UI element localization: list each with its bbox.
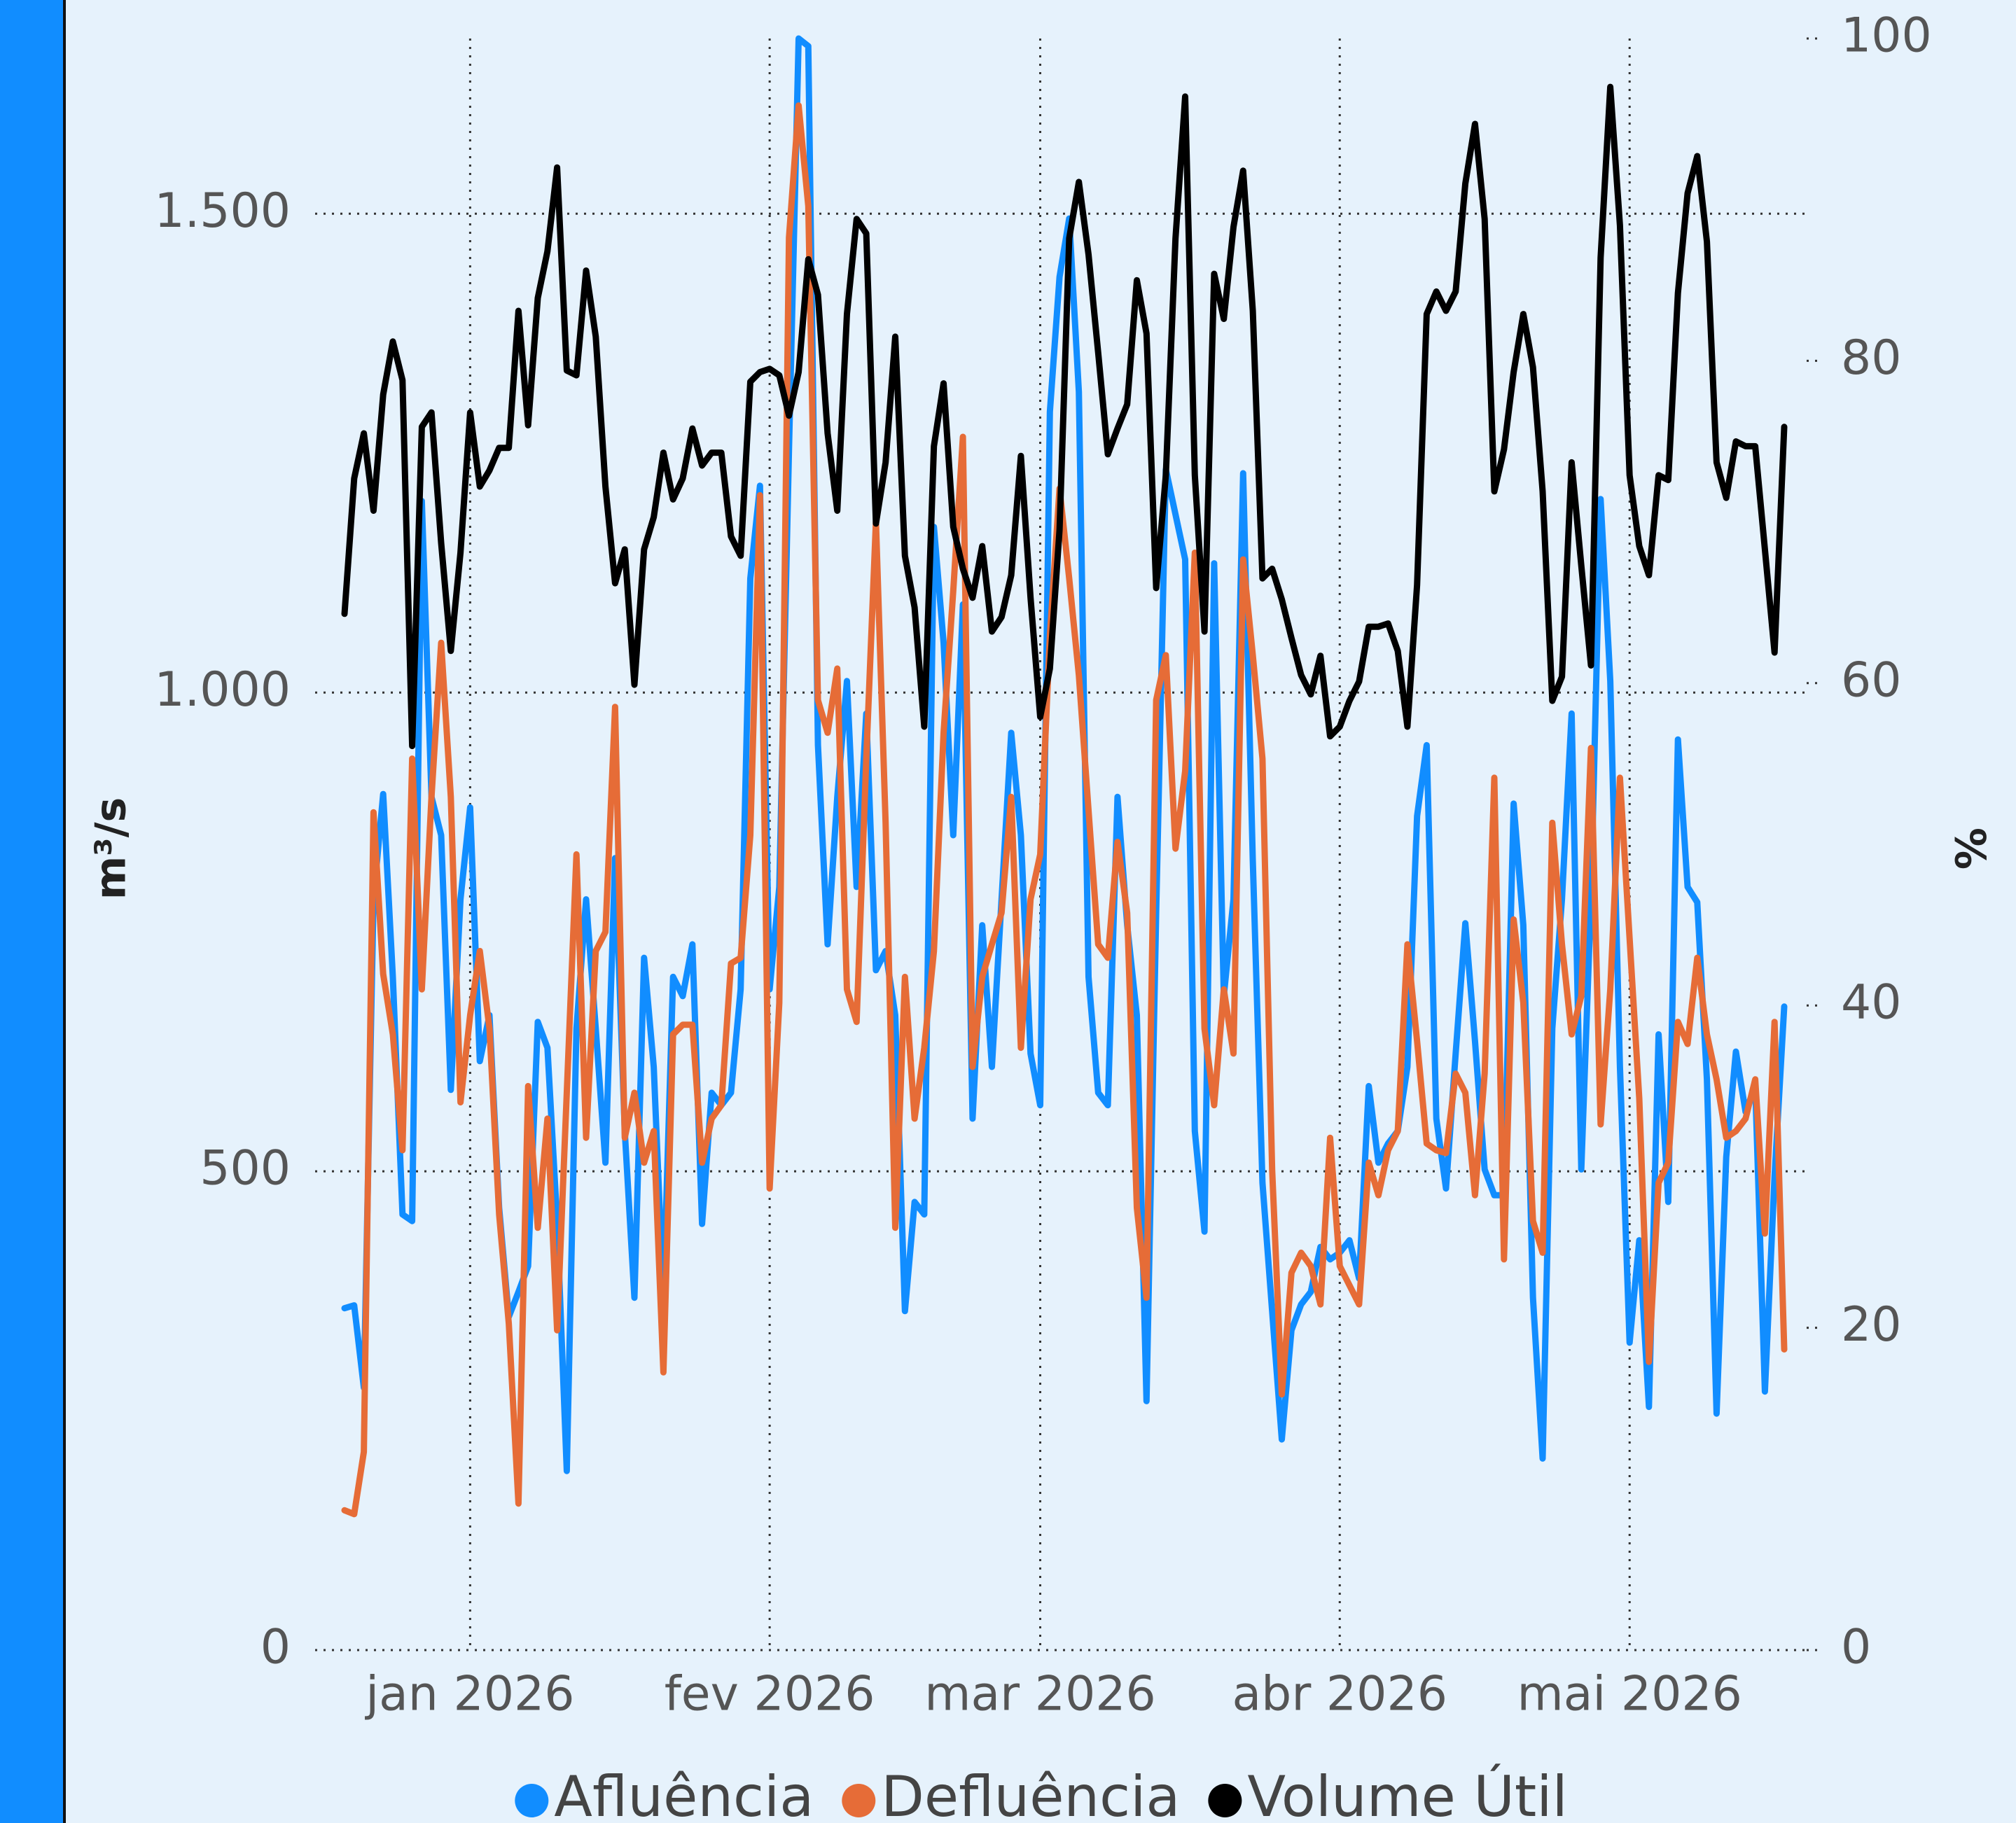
y2-tick-label: 20 xyxy=(1841,1297,1902,1353)
y2-tick-label: 80 xyxy=(1841,330,1902,386)
x-tick-label: jan 2026 xyxy=(364,1667,574,1722)
y2-tick-label: 0 xyxy=(1841,1620,1871,1675)
legend-label: Volume Útil xyxy=(1247,1763,1567,1823)
legend-label: Afluência xyxy=(554,1764,814,1823)
legend-label: Defluência xyxy=(881,1764,1180,1823)
legend-marker xyxy=(1208,1784,1242,1817)
y2-tick-label: 40 xyxy=(1841,975,1902,1031)
series-line xyxy=(341,35,1788,1474)
x-tick-label: fev 2026 xyxy=(665,1667,875,1722)
side-border xyxy=(63,0,66,1823)
y-tick-label: 0 xyxy=(260,1620,291,1675)
x-tick-label: mai 2026 xyxy=(1517,1667,1742,1722)
x-tick-label: mar 2026 xyxy=(924,1667,1156,1722)
y-tick-label: 1.500 xyxy=(154,183,291,239)
y2-axis-title: % xyxy=(1945,827,1994,869)
side-bar xyxy=(0,0,64,1823)
y2-tick-label: 100 xyxy=(1841,8,1932,64)
x-tick-label: abr 2026 xyxy=(1232,1667,1447,1722)
series-line xyxy=(341,102,1788,1518)
y-axis-title: m³/s xyxy=(87,797,136,900)
series-line xyxy=(341,83,1788,750)
legend-marker xyxy=(515,1784,549,1817)
y-tick-label: 500 xyxy=(200,1141,291,1196)
y-tick-label: 1.000 xyxy=(154,662,291,718)
legend: Afluência Defluência Volume Útil xyxy=(515,1763,1568,1823)
y2-tick-label: 60 xyxy=(1841,652,1902,708)
legend-marker xyxy=(842,1784,876,1817)
